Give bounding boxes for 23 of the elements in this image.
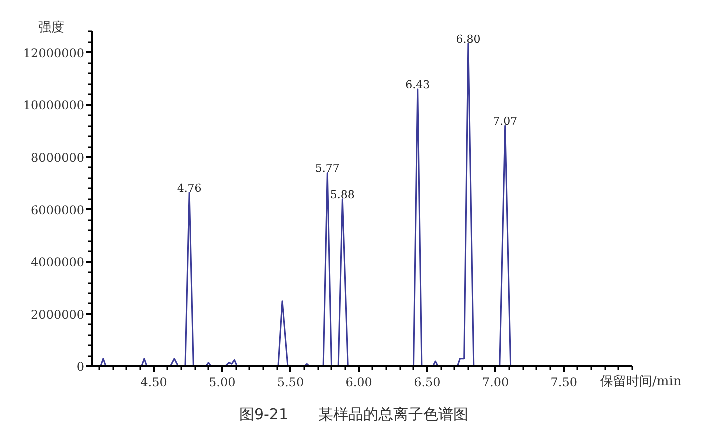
x-tick-label: 5.00	[209, 376, 236, 390]
annotation: 4.76	[177, 182, 202, 195]
x-axis-title: 保留时间/min	[600, 374, 682, 390]
y-tick-label: 8000000	[31, 151, 85, 166]
y-axis-title: 强度	[38, 19, 64, 36]
annotation: 6.80	[456, 32, 481, 46]
x-tick-label: 7.50	[550, 376, 578, 390]
y-tick-label: 0	[76, 360, 85, 374]
y-tick-label: 6000000	[31, 203, 85, 218]
x-tick-label: 5.50	[277, 376, 304, 390]
y-tick-label: 10000000	[23, 98, 84, 113]
x-tick-label: 4.50	[140, 376, 168, 390]
annotation: 5.88	[330, 188, 355, 202]
y-tick-label: 2000000	[31, 308, 85, 322]
annotation: 7.07	[493, 115, 518, 128]
y-tick-label: 12000000	[23, 46, 84, 60]
text: 图9-21 某样品的总离子色谱图	[239, 406, 469, 424]
x-tick-label: 6.00	[346, 376, 372, 390]
x-tick-label: 6.50	[414, 376, 441, 390]
y-tick-label: 4000000	[31, 256, 85, 270]
annotation: 6.43	[406, 78, 430, 92]
annotation: 5.77	[315, 162, 340, 176]
x-tick-label: 7.00	[482, 376, 510, 390]
